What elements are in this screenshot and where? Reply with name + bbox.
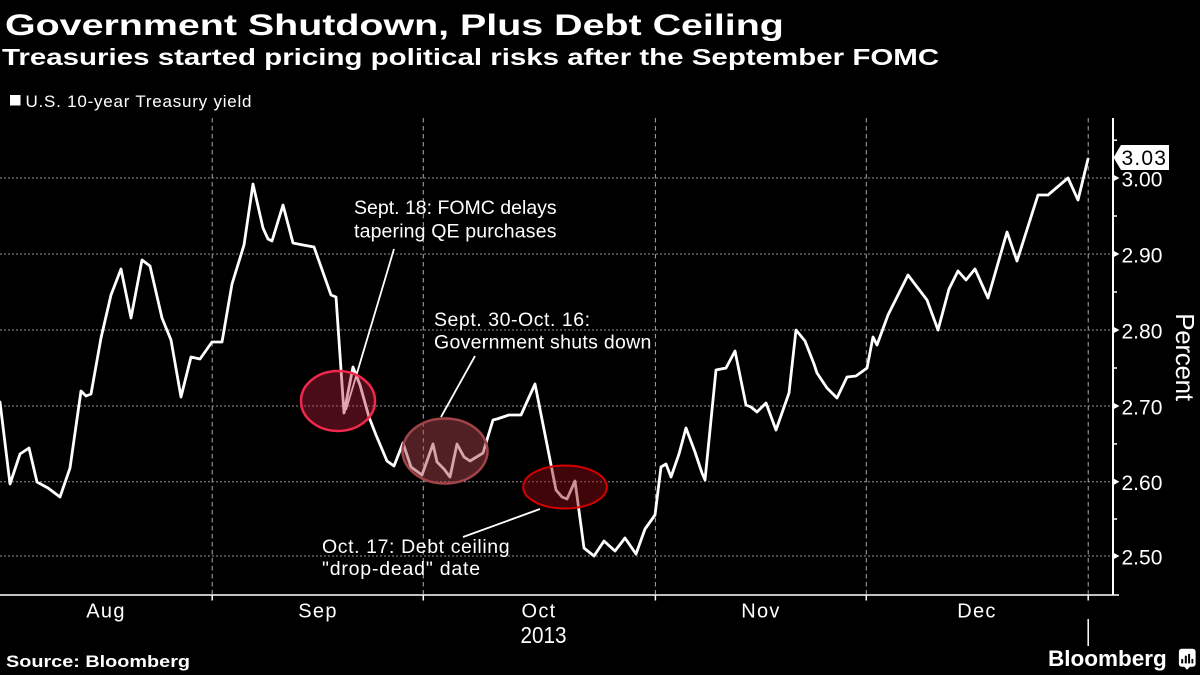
svg-text:Dec: Dec (957, 601, 996, 623)
svg-text:Government shuts down: Government shuts down (434, 332, 652, 354)
svg-text:2.90: 2.90 (1122, 245, 1163, 268)
svg-text:Bloomberg: Bloomberg (1048, 646, 1167, 671)
svg-text:3.00: 3.00 (1122, 169, 1163, 192)
svg-text:Sept. 30-Oct. 16:: Sept. 30-Oct. 16: (434, 309, 591, 331)
svg-text:2.80: 2.80 (1122, 321, 1163, 344)
svg-text:Treasuries started pricing pol: Treasuries started pricing political ris… (2, 44, 939, 70)
svg-text:Aug: Aug (86, 601, 126, 623)
svg-text:Sept. 18: FOMC delays: Sept. 18: FOMC delays (354, 197, 557, 219)
svg-text:2.70: 2.70 (1122, 397, 1163, 420)
svg-text:Percent: Percent (1170, 313, 1200, 402)
svg-text:Government Shutdown, Plus Debt: Government Shutdown, Plus Debt Ceiling (5, 8, 784, 41)
svg-text:2013: 2013 (520, 622, 566, 648)
svg-text:tapering QE purchases: tapering QE purchases (354, 221, 557, 243)
svg-text:Oct: Oct (521, 601, 556, 623)
svg-text:2.50: 2.50 (1122, 547, 1163, 570)
svg-text:3.03: 3.03 (1122, 147, 1168, 170)
svg-text:"drop-dead" date: "drop-dead" date (322, 558, 481, 580)
svg-text:Sep: Sep (298, 601, 338, 623)
svg-text:Oct. 17: Debt ceiling: Oct. 17: Debt ceiling (322, 536, 510, 558)
svg-text:U.S. 10-year Treasury yield: U.S. 10-year Treasury yield (26, 92, 253, 111)
svg-text:Source: Bloomberg: Source: Bloomberg (6, 651, 190, 670)
svg-text:2.60: 2.60 (1122, 472, 1163, 495)
svg-text:Nov: Nov (741, 601, 780, 623)
